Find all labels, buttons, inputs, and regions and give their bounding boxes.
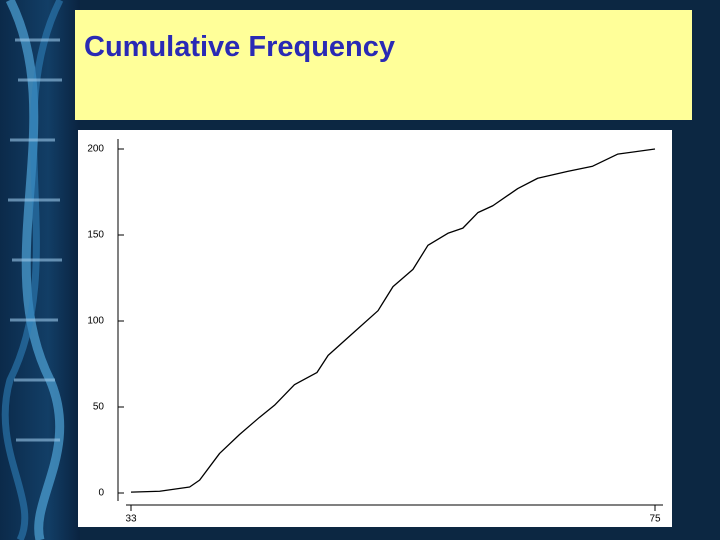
x-tick-label: 33	[125, 514, 137, 525]
y-tick-label: 200	[87, 144, 104, 155]
dna-helix	[1, 0, 64, 540]
y-tick-label: 0	[98, 488, 104, 499]
y-tick-label: 100	[87, 316, 104, 327]
y-tick-label: 50	[93, 402, 105, 413]
dna-rungs	[8, 38, 62, 442]
cumulative-line	[130, 148, 656, 493]
chart-panel	[78, 130, 672, 527]
title-box	[75, 10, 692, 120]
slide-title: Cumulative Frequency	[84, 31, 395, 63]
dna-strip	[0, 0, 80, 540]
y-tick-label: 150	[87, 230, 104, 241]
plot: 0 50 100 150 200 33 75	[87, 139, 663, 525]
x-tick-label: 75	[649, 514, 661, 525]
